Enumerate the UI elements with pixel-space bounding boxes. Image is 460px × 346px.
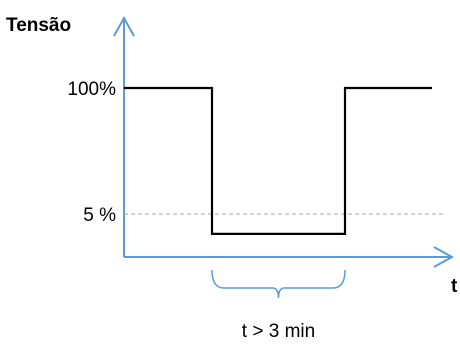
- y-axis-title: Tensão: [6, 15, 71, 36]
- x-axis-arrowhead: [433, 246, 455, 268]
- axes: [113, 15, 455, 268]
- x-axis-title: t: [451, 276, 458, 297]
- y-tick-label: 5 %: [83, 205, 116, 226]
- y-tick-label: 100%: [67, 79, 116, 100]
- duration-brace: [211, 269, 346, 299]
- series-line: [124, 86, 432, 235]
- duration-annotation: t > 3 min: [242, 321, 315, 342]
- y-axis-arrowhead: [113, 15, 135, 37]
